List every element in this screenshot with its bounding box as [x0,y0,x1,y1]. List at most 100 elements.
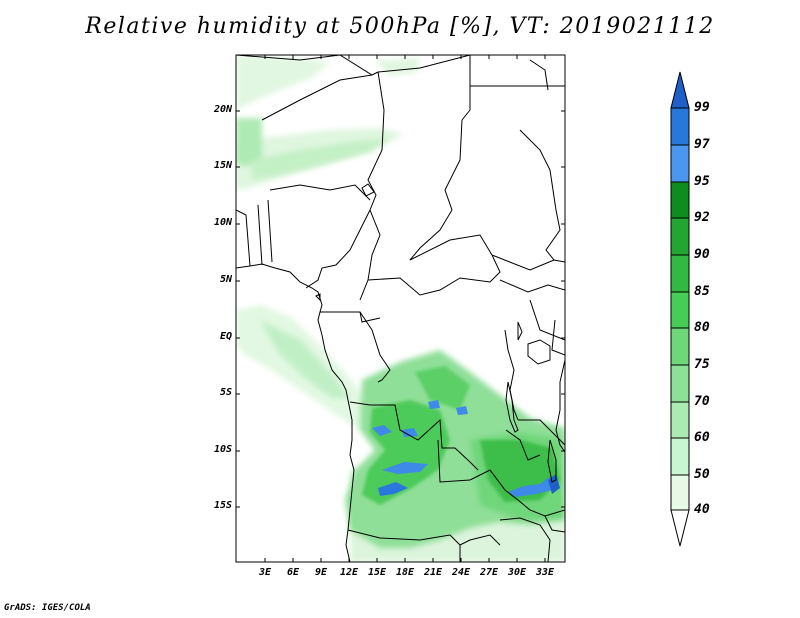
humidity-patch-2 [402,428,418,437]
colorbar-box-90 [670,217,690,256]
bioko-island [315,293,321,302]
border-egypt-sudan [461,55,471,121]
coastline-west-africa [236,263,355,562]
border-kenya [551,319,565,356]
colorbar-box-40 [670,474,690,511]
colorbar-box-75 [670,327,690,366]
colorbar-label-95: 95 [694,174,710,189]
border-namibia-botswana [449,534,501,546]
lon-label-15e: 15E [367,567,387,578]
colorbar-label-97: 97 [694,137,710,152]
colorbar-box-60 [670,401,690,439]
border-congo-drc [359,311,391,383]
border-car-south [367,254,501,296]
border-drc-east [504,329,519,421]
humidity-area-north-top [375,58,420,76]
border-togo [257,204,263,266]
border-ssudan-south [499,279,565,293]
lon-ticks [264,55,546,562]
border-ghana [236,209,251,267]
colorbar-label-50: 50 [694,467,710,482]
map-frame [235,54,566,563]
border-angola-namibia [347,529,451,541]
lon-label-9e: 9E [314,567,328,578]
colorbar-label-85: 85 [694,284,710,299]
colorbar-label-80: 80 [694,320,710,335]
border-niger-nigeria [269,184,371,201]
colorbar-box-95 [670,144,690,183]
border-zimbabwe [499,517,551,562]
lake-malawi [547,439,557,483]
colorbar-label-92: 92 [694,210,710,225]
colorbar-top-arrow [670,71,690,109]
colorbar-label-90: 90 [694,247,710,262]
lon-label-18e: 18E [395,567,415,578]
colorbar-box-85 [670,254,690,293]
humidity-area-nw-strip [236,118,262,166]
lon-label-12e: 12E [339,567,359,578]
colorbar-box-50 [670,437,690,476]
coastline-east-africa [555,359,565,453]
border-libya-chad [377,55,471,73]
humidity-area-core-north [415,366,470,410]
border-tanzania [518,419,565,446]
colorbar-label-75: 75 [694,357,710,372]
credit-text: GrADS: IGES/COLA [4,603,91,613]
colorbar-label-40: 40 [694,502,710,517]
colorbar-label-70: 70 [694,394,710,409]
colorbar-box-80 [670,291,690,329]
border-uganda [529,299,565,341]
humidity-patch-5 [378,482,408,496]
border-benin-nigeria [267,199,273,263]
lat-ticks [236,110,565,508]
humidity-patch-1 [372,425,392,436]
border-mozambique [544,515,565,533]
lake-victoria [527,339,551,365]
lat-label-eq: EQ [219,331,232,342]
lake-albert [517,321,523,341]
border-cameroon-car [359,209,381,301]
lat-label-20n: 20N [213,104,232,115]
humidity-95-99-patches [372,400,560,497]
humidity-area-coast [260,320,350,398]
coastlines [236,59,565,562]
border-mali-niger [261,74,373,121]
lon-label-24e: 24E [451,567,471,578]
border-ssudan [491,254,555,271]
border-nigeria-cameroon [305,209,371,289]
colorbar-box-92 [670,181,690,219]
border-niger-chad [367,71,385,211]
red-sea-coast [529,59,549,91]
border-car-sudan [409,234,493,261]
colorbar [670,71,690,547]
map-title: Relative humidity at 500hPa [%], VT: 201… [85,14,715,39]
border-angola-drc [349,401,479,471]
humidity-patch-6 [508,476,556,497]
colorbar-label-60: 60 [694,430,710,445]
lat-label-5n: 5N [219,274,232,285]
lake-tanganyika [505,381,519,433]
lon-label-6e: 6E [286,567,300,578]
colorbar-bottom-arrow [670,509,690,547]
lon-label-30e: 30E [507,567,527,578]
border-cameroon-gabon [320,311,381,323]
lat-label-10s: 10S [213,444,232,455]
humidity-area-sahel-band [252,138,392,180]
humidity-patch-7 [456,406,468,415]
lat-label-15s: 15S [213,500,232,511]
lat-label-15n: 15N [213,160,232,171]
border-zambia-malawi [505,429,541,461]
lat-label-5s: 5S [219,387,232,398]
humidity-area-nw [236,55,330,110]
lat-label-10n: 10N [213,217,232,228]
humidity-patch-3 [428,400,440,409]
humidity-field [236,55,565,562]
humidity-60-75-areas [236,118,392,398]
lake-chad [361,183,375,197]
colorbar-box-70 [670,364,690,403]
lon-label-21e: 21E [423,567,443,578]
lon-label-3e: 3E [258,567,272,578]
border-sudan-ethiopia [519,129,565,263]
lon-label-33e: 33E [535,567,555,578]
